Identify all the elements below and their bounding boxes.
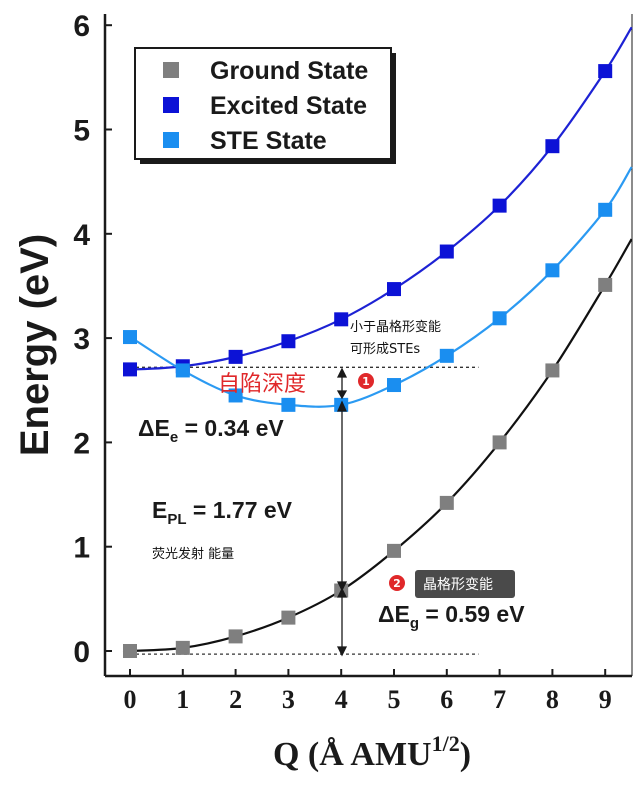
excited-state-point-2 <box>228 349 243 364</box>
excited-state-point-3 <box>281 334 296 349</box>
x-tick-label-8: 8 <box>546 685 559 714</box>
ste-state-point-9 <box>598 202 613 217</box>
reference-lines <box>130 366 479 655</box>
y-tick-label-2: 2 <box>73 427 90 460</box>
e-pl-annotation: EPL = 1.77 eV <box>152 497 293 528</box>
ground-state-fit-curve <box>122 238 633 653</box>
excited-state-point-7 <box>492 198 507 213</box>
x-tick-label-7: 7 <box>493 685 506 714</box>
badge-1-text: 1 <box>362 375 370 388</box>
ste-state-point-1 <box>175 363 190 378</box>
e-pl-arrow <box>336 400 348 592</box>
x-axis-label: Q (Å AMU1/2) <box>273 731 471 773</box>
y-tick-label-5: 5 <box>73 115 90 148</box>
y-tick-label-3: 3 <box>73 323 90 356</box>
x-tick-label-5: 5 <box>388 685 401 714</box>
x-tick-label-2: 2 <box>229 685 242 714</box>
delta-e-main: ΔE <box>138 415 170 441</box>
legend-label-ground-state: Ground State <box>210 57 368 85</box>
axis-ticks: 0 1 2 3 4 5 6 0 1 2 3 4 5 6 7 8 9 <box>73 10 611 714</box>
ground-state-point-9 <box>598 277 613 292</box>
self-trap-depth-label: 自陷深度 <box>218 372 306 397</box>
note-line-2: 可形成STEs <box>350 342 420 357</box>
ste-state-point-6 <box>439 348 454 363</box>
ground-state-point-5 <box>387 543 401 558</box>
delta-e-sub: e <box>170 429 178 446</box>
excited-state-point-8 <box>545 139 560 154</box>
x-tick-label-4: 4 <box>335 685 348 714</box>
delta-e-annotation: ΔEe = 0.34 eV <box>138 415 284 446</box>
legend-label-ste-state: STE State <box>210 127 327 155</box>
lattice-tag-text: 晶格形变能 <box>423 577 493 593</box>
e-pl-sub: PL <box>167 511 186 528</box>
badge-2-text: 2 <box>393 577 401 590</box>
delta-g-rest: = 0.59 eV <box>419 601 525 627</box>
ground-state-point-1 <box>175 640 190 655</box>
excited-state-point-0 <box>123 362 137 377</box>
lattice-tag-box <box>415 570 515 598</box>
badge-1 <box>358 373 374 389</box>
delta-e-rest: = 0.34 eV <box>178 415 284 441</box>
y-tick-label-1: 1 <box>73 532 90 565</box>
legend-marker-excited-state <box>163 97 179 113</box>
y-axis-label: Energy (eV) <box>13 234 57 456</box>
e-pl-rest: = 1.77 eV <box>187 497 293 523</box>
ste-state-point-8 <box>545 263 560 278</box>
x-tick-label-9: 9 <box>599 685 612 714</box>
excited-state-point-5 <box>387 282 401 297</box>
delta-g-annotation: ΔEg = 0.59 eV <box>378 601 525 632</box>
legend-marker-ste-state <box>163 132 179 148</box>
ground-state-point-3 <box>281 610 296 625</box>
x-tick-label-3: 3 <box>282 685 295 714</box>
y-tick-label-6: 6 <box>73 10 90 43</box>
x-axis-label-close: ) <box>460 736 471 773</box>
badge-2 <box>389 575 405 591</box>
pl-energy-note: 荧光发射 能量 <box>152 546 234 562</box>
ground-state-point-0 <box>123 644 137 658</box>
ste-state-point-0 <box>123 330 137 345</box>
delta-g-sub: g <box>410 615 419 632</box>
ground-state-point-7 <box>492 435 507 450</box>
note-line-1: 小于晶格形变能 <box>350 319 441 335</box>
legend-items: Ground State Excited State STE State <box>163 57 368 155</box>
legend-label-excited-state: Excited State <box>210 92 367 120</box>
ground-state-point-2 <box>228 629 243 644</box>
ste-state-point-2 <box>228 388 243 403</box>
ste-state-point-5 <box>387 378 401 393</box>
x-tick-label-6: 6 <box>440 685 453 714</box>
delta-g-main: ΔE <box>378 601 410 627</box>
delta-e-arrow <box>336 367 348 400</box>
ground-state-point-8 <box>545 363 560 378</box>
data-points <box>123 64 613 658</box>
x-tick-label-0: 0 <box>124 685 137 714</box>
e-pl-main: E <box>152 497 167 523</box>
delta-g-arrow <box>336 587 348 657</box>
excited-state-point-4 <box>334 312 349 327</box>
x-axis-label-main: Q (Å AMU <box>273 736 432 773</box>
legend: Ground State Excited State STE State <box>134 47 396 164</box>
ste-state-point-7 <box>492 311 507 326</box>
x-axis-label-sup: 1/2 <box>432 731 460 756</box>
excited-state-point-9 <box>598 64 613 79</box>
x-tick-label-1: 1 <box>176 685 189 714</box>
y-tick-label-0: 0 <box>73 636 90 669</box>
excited-state-point-6 <box>439 244 454 259</box>
ste-state-point-3 <box>281 397 296 412</box>
ground-state-point-6 <box>439 495 454 510</box>
y-tick-label-4: 4 <box>73 219 90 252</box>
legend-marker-ground-state <box>163 62 179 78</box>
